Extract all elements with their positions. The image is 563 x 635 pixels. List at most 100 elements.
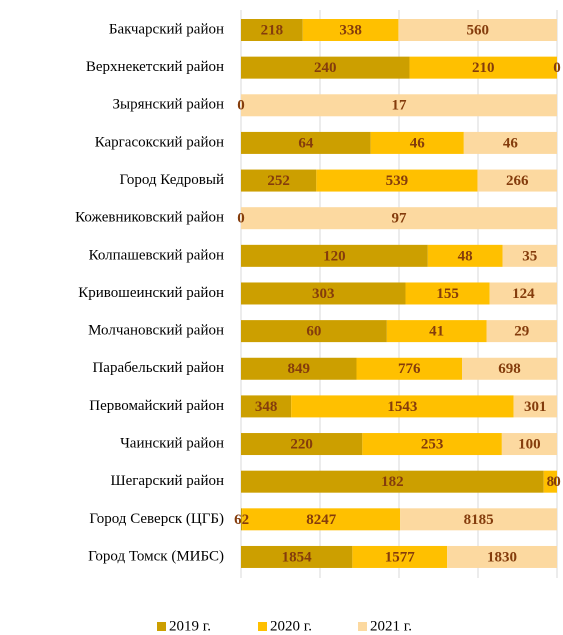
bar-segment bbox=[513, 395, 557, 418]
value-label: 240 bbox=[314, 60, 337, 76]
bar-segment bbox=[477, 169, 557, 192]
category-label: Шегарский район bbox=[110, 473, 224, 489]
value-label: 348 bbox=[255, 399, 278, 415]
value-label: 1854 bbox=[282, 549, 313, 565]
value-label: 0 bbox=[237, 211, 245, 227]
category-label: Зырянский район bbox=[113, 97, 224, 113]
category-label: Молчановский район bbox=[88, 323, 224, 339]
bar-segment bbox=[241, 131, 371, 154]
value-label: 29 bbox=[514, 324, 529, 340]
value-label: 46 bbox=[503, 135, 519, 151]
category-label: Чаинский район bbox=[120, 435, 224, 451]
value-label: 35 bbox=[522, 248, 537, 264]
bar-segment bbox=[352, 545, 448, 568]
category-label: Парабельский район bbox=[92, 360, 224, 376]
value-label: 303 bbox=[312, 286, 335, 302]
value-label: 849 bbox=[287, 361, 310, 377]
category-label: Бакчарский район bbox=[109, 21, 224, 37]
bar-segment bbox=[362, 433, 502, 456]
value-label: 182 bbox=[381, 474, 404, 490]
bar-segment bbox=[502, 244, 557, 267]
category-label: Каргасокский район bbox=[95, 134, 224, 150]
bar-segment bbox=[241, 470, 544, 493]
value-label: 8247 bbox=[306, 512, 337, 528]
legend-label: 2021 г. bbox=[370, 618, 412, 634]
value-label: 252 bbox=[267, 173, 290, 189]
value-label: 220 bbox=[290, 436, 313, 452]
legend-label: 2020 г. bbox=[270, 618, 312, 634]
value-label: 1543 bbox=[387, 399, 417, 415]
value-label: 698 bbox=[498, 361, 521, 377]
value-label: 120 bbox=[323, 248, 346, 264]
bar-segment bbox=[291, 395, 514, 418]
bar-segment bbox=[241, 433, 363, 456]
value-label: 210 bbox=[472, 60, 495, 76]
value-label: 0 bbox=[553, 474, 561, 490]
bar-segment bbox=[405, 282, 490, 305]
value-label: 560 bbox=[466, 22, 489, 38]
bar-segment bbox=[370, 131, 464, 154]
bar-segment bbox=[241, 282, 406, 305]
value-label: 8 bbox=[547, 474, 555, 490]
bar-segment bbox=[400, 508, 557, 531]
bar-segment bbox=[409, 56, 557, 79]
bar-segment bbox=[241, 19, 303, 41]
category-label: Город Кедровый bbox=[119, 172, 224, 188]
bar-segment bbox=[241, 395, 292, 418]
category-label: Первомайский район bbox=[89, 398, 224, 414]
value-label: 1577 bbox=[385, 549, 416, 565]
value-label: 0 bbox=[237, 98, 245, 114]
bar-segment bbox=[427, 244, 503, 267]
value-label: 100 bbox=[518, 436, 541, 452]
value-label: 62 bbox=[234, 512, 249, 528]
value-label: 1830 bbox=[487, 549, 517, 565]
bar-segment bbox=[242, 508, 401, 531]
bar-segment bbox=[241, 357, 357, 380]
value-label: 0 bbox=[553, 60, 561, 76]
bar-segment bbox=[543, 470, 557, 493]
bar-segment bbox=[241, 545, 353, 568]
value-label: 8185 bbox=[464, 512, 494, 528]
bar-segment bbox=[489, 282, 557, 305]
value-label: 124 bbox=[512, 286, 535, 302]
category-label: Город Томск (МИБС) bbox=[88, 548, 224, 564]
value-label: 60 bbox=[306, 324, 321, 340]
bar-segment bbox=[501, 433, 557, 456]
bar-segment bbox=[241, 56, 410, 79]
bar-segment bbox=[447, 545, 557, 568]
value-label: 776 bbox=[398, 361, 421, 377]
legend-swatch bbox=[258, 622, 267, 631]
bar-segment bbox=[462, 357, 557, 380]
value-label: 253 bbox=[421, 436, 444, 452]
legend-swatch bbox=[157, 622, 166, 631]
bar-segment bbox=[386, 320, 487, 343]
value-label: 266 bbox=[506, 173, 529, 189]
value-label: 301 bbox=[524, 399, 547, 415]
category-label: Город Северск (ЦГБ) bbox=[89, 511, 224, 527]
category-label: Верхнекетский район bbox=[86, 59, 224, 75]
bar-segment bbox=[241, 320, 387, 343]
bar-segment bbox=[463, 131, 557, 154]
category-label: Колпашевский район bbox=[89, 247, 224, 263]
bar-segment bbox=[241, 94, 557, 117]
value-label: 46 bbox=[410, 135, 426, 151]
bar-segment bbox=[302, 19, 399, 41]
bar-segment bbox=[241, 244, 428, 267]
value-label: 97 bbox=[392, 211, 408, 227]
value-label: 17 bbox=[392, 98, 408, 114]
category-label: Кожевниковский район bbox=[75, 210, 224, 226]
bar-segment bbox=[316, 169, 478, 192]
value-label: 218 bbox=[261, 22, 284, 38]
category-label: Кривошеинский район bbox=[78, 285, 224, 301]
value-label: 64 bbox=[298, 135, 314, 151]
bar-segment bbox=[486, 320, 557, 343]
value-label: 41 bbox=[429, 324, 444, 340]
bar-segment bbox=[398, 19, 557, 41]
bar-segment bbox=[241, 508, 243, 531]
bar-segment bbox=[241, 169, 317, 192]
value-label: 539 bbox=[386, 173, 409, 189]
value-label: 338 bbox=[339, 22, 362, 38]
bar-segment bbox=[356, 357, 463, 380]
